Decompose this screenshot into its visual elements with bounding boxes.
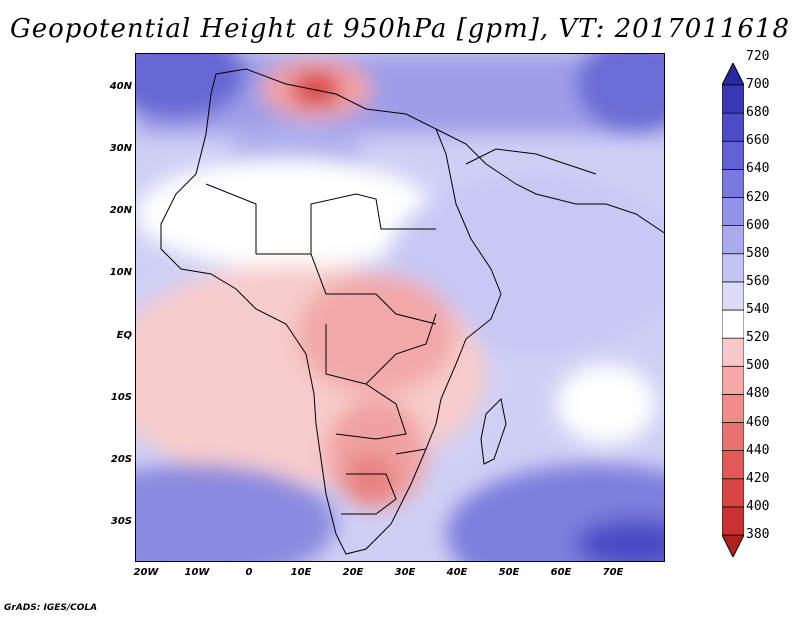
colorbar-label: 640	[746, 161, 770, 177]
colorbar-box	[722, 309, 744, 339]
height-field	[136, 54, 664, 561]
colorbar-label: 440	[746, 442, 770, 458]
colorbar-box	[722, 394, 744, 423]
colorbar-arrow-high	[722, 63, 744, 86]
lon-label-20w: 20W	[133, 567, 159, 578]
colorbar-label: 520	[746, 330, 770, 346]
colorbar-label: 720	[746, 48, 770, 64]
colorbar-box	[722, 140, 744, 170]
map-panel	[135, 53, 665, 562]
lat-label-10n: 10N	[109, 267, 132, 278]
colorbar-label: 400	[746, 498, 770, 514]
colorbar-box	[722, 169, 744, 198]
lon-label-70e: 70E	[602, 567, 624, 578]
chart-title: Geopotential Height at 950hPa [gpm], VT:…	[9, 14, 791, 44]
colorbar-box	[722, 337, 744, 367]
colorbar-box	[722, 253, 744, 283]
colorbar-box	[722, 281, 744, 311]
lat-label-30n: 30N	[109, 143, 132, 154]
colorbar-box	[722, 478, 744, 508]
lon-label-10e: 10E	[290, 567, 312, 578]
colorbar-label: 620	[746, 189, 770, 205]
lon-label-10w: 10W	[184, 567, 210, 578]
colorbar-label: 660	[746, 133, 770, 149]
lon-label-50e: 50E	[498, 567, 520, 578]
lat-label-30s: 30S	[110, 516, 132, 527]
map-canvas	[136, 54, 664, 561]
colorbar-label: 480	[746, 386, 770, 402]
colorbar-label: 500	[746, 358, 770, 374]
colorbar-box	[722, 225, 744, 255]
colorbar-label: 600	[746, 217, 770, 233]
colorbar-box	[722, 365, 744, 395]
colorbar-label: 540	[746, 302, 770, 317]
lon-label-40e: 40E	[446, 567, 468, 578]
colorbar-box	[722, 506, 744, 536]
colorbar-label: 560	[746, 273, 770, 289]
credit-label: GrADS: IGES/COLA	[4, 603, 98, 613]
colorbar-label: 420	[746, 470, 770, 486]
colorbar	[722, 63, 744, 557]
colorbar-label: 380	[746, 527, 770, 542]
coastlines	[160, 68, 664, 555]
lon-label-20e: 20E	[342, 567, 364, 578]
lat-label-20s: 20S	[110, 454, 132, 465]
colorbar-box	[722, 84, 744, 114]
lon-label-0: 0	[245, 567, 253, 578]
colorbar-box	[722, 450, 744, 480]
colorbar-label: 700	[746, 77, 770, 92]
lat-label-eq: EQ	[116, 330, 132, 341]
colorbar-box	[722, 422, 744, 451]
lat-label-40n: 40N	[109, 81, 132, 92]
lat-label-20n: 20N	[109, 205, 132, 216]
lat-label-10s: 10S	[110, 392, 132, 403]
colorbar-label: 680	[746, 105, 770, 121]
colorbar-label: 460	[746, 414, 770, 430]
colorbar-label: 580	[746, 245, 770, 261]
colorbar-box	[722, 197, 744, 226]
colorbar-box	[722, 112, 744, 142]
colorbar-arrow-low	[722, 534, 744, 557]
lon-label-30e: 30E	[394, 567, 416, 578]
lon-label-60e: 60E	[550, 567, 572, 578]
